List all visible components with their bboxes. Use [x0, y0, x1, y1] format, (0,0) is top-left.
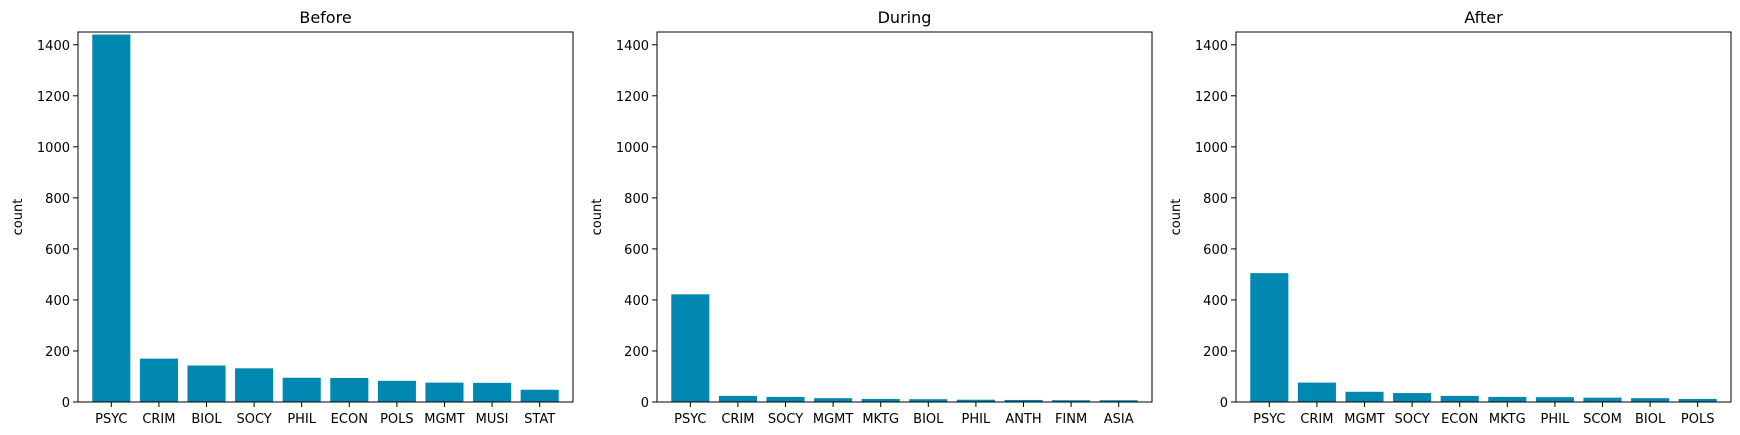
bar-before-psyc	[92, 35, 130, 402]
plot-frame	[1236, 32, 1731, 402]
x-tick-label: SOCY	[1394, 412, 1429, 427]
bar-during-crim	[719, 396, 757, 402]
bar-after-socy	[1393, 393, 1431, 402]
plot-frame	[657, 32, 1152, 402]
x-tick-label: POLS	[1681, 412, 1715, 427]
x-tick-label: ECON	[1441, 412, 1478, 427]
y-tick-label: 200	[624, 345, 649, 360]
x-tick-label: PSYC	[95, 412, 127, 427]
bar-before-mgmt	[425, 383, 463, 402]
chart-title: After	[1464, 8, 1503, 27]
y-tick-label: 1200	[37, 90, 70, 105]
bar-before-biol	[187, 366, 225, 402]
x-tick-label: MGMT	[813, 412, 854, 427]
x-tick-label: MGMT	[424, 412, 465, 427]
y-tick-label: 400	[624, 294, 649, 309]
y-tick-label: 600	[45, 243, 70, 258]
y-tick-label: 200	[1203, 345, 1228, 360]
plot-frame	[78, 32, 573, 402]
x-tick-label: PHIL	[962, 412, 991, 427]
bar-before-pols	[378, 381, 416, 402]
x-tick-label: PSYC	[1253, 412, 1285, 427]
y-axis-label: count	[590, 199, 605, 236]
x-tick-label: BIOL	[913, 412, 944, 427]
bar-after-econ	[1441, 396, 1479, 402]
bar-before-phil	[283, 378, 321, 402]
bar-during-psyc	[671, 294, 709, 402]
y-tick-label: 200	[45, 345, 70, 360]
x-tick-label: MUSI	[476, 412, 509, 427]
y-tick-label: 1400	[616, 39, 649, 54]
x-tick-label: BIOL	[1635, 412, 1666, 427]
y-tick-label: 400	[1203, 294, 1228, 309]
x-tick-label: SCOM	[1583, 412, 1622, 427]
bar-before-musi	[473, 383, 511, 402]
y-tick-label: 0	[62, 396, 70, 411]
y-tick-label: 400	[45, 294, 70, 309]
bar-after-scom	[1583, 398, 1621, 402]
bar-during-socy	[766, 397, 804, 402]
chart-title: During	[878, 8, 932, 27]
chart-before: PSYC CRIM BIOL SOCY PHIL ECON POLS MGMT MUSI STAT…	[11, 8, 573, 427]
x-tick-label: PHIL	[1541, 412, 1570, 427]
x-tick-label: ECON	[331, 412, 368, 427]
x-tick-label: POLS	[380, 412, 414, 427]
y-tick-label: 1000	[1195, 141, 1228, 156]
x-tick-label: PHIL	[287, 412, 316, 427]
y-tick-label: 800	[45, 192, 70, 207]
x-tick-label: FINM	[1055, 412, 1087, 427]
y-tick-label: 1000	[37, 141, 70, 156]
bar-after-phil	[1536, 397, 1574, 402]
y-tick-label: 0	[1220, 396, 1228, 411]
bar-before-crim	[140, 359, 178, 402]
chart-during: PSYC CRIM SOCY MGMT MKTG BIOL PHIL ANTH FINM ASIA…	[590, 8, 1152, 427]
bar-after-psyc	[1250, 273, 1288, 402]
y-axis-label: count	[1169, 199, 1184, 236]
y-tick-label: 800	[624, 192, 649, 207]
x-tick-label: SOCY	[236, 412, 271, 427]
y-tick-label: 600	[1203, 243, 1228, 258]
bar-after-biol	[1631, 398, 1669, 402]
y-tick-label: 800	[1203, 192, 1228, 207]
bar-before-socy	[235, 368, 273, 402]
x-tick-label: CRIM	[721, 412, 754, 427]
x-tick-label: MGMT	[1344, 412, 1385, 427]
y-tick-label: 600	[624, 243, 649, 258]
bar-after-mgmt	[1345, 392, 1383, 402]
bar-after-crim	[1298, 383, 1336, 402]
bar-before-econ	[330, 378, 368, 402]
x-tick-label: STAT	[524, 412, 555, 427]
chart-title: Before	[299, 8, 351, 27]
x-tick-label: MKTG	[1489, 412, 1526, 427]
x-tick-label: BIOL	[191, 412, 222, 427]
x-tick-label: MKTG	[862, 412, 899, 427]
chart-after: PSYC CRIM MGMT SOCY ECON MKTG PHIL SCOM BIOL POLS…	[1169, 8, 1731, 427]
x-tick-label: SOCY	[768, 412, 803, 427]
x-tick-label: CRIM	[1300, 412, 1333, 427]
y-tick-label: 1200	[1195, 90, 1228, 105]
y-tick-label: 1400	[37, 39, 70, 54]
bar-after-mktg	[1488, 397, 1526, 402]
bar-during-mgmt	[814, 398, 852, 402]
x-tick-label: ANTH	[1005, 412, 1041, 427]
y-tick-label: 1400	[1195, 39, 1228, 54]
x-tick-label: ASIA	[1104, 412, 1134, 427]
x-tick-label: CRIM	[142, 412, 175, 427]
y-tick-label: 1000	[616, 141, 649, 156]
y-tick-label: 1200	[616, 90, 649, 105]
x-tick-label: PSYC	[674, 412, 706, 427]
y-axis-label: count	[11, 199, 26, 236]
bar-before-stat	[521, 390, 559, 402]
y-tick-label: 0	[641, 396, 649, 411]
